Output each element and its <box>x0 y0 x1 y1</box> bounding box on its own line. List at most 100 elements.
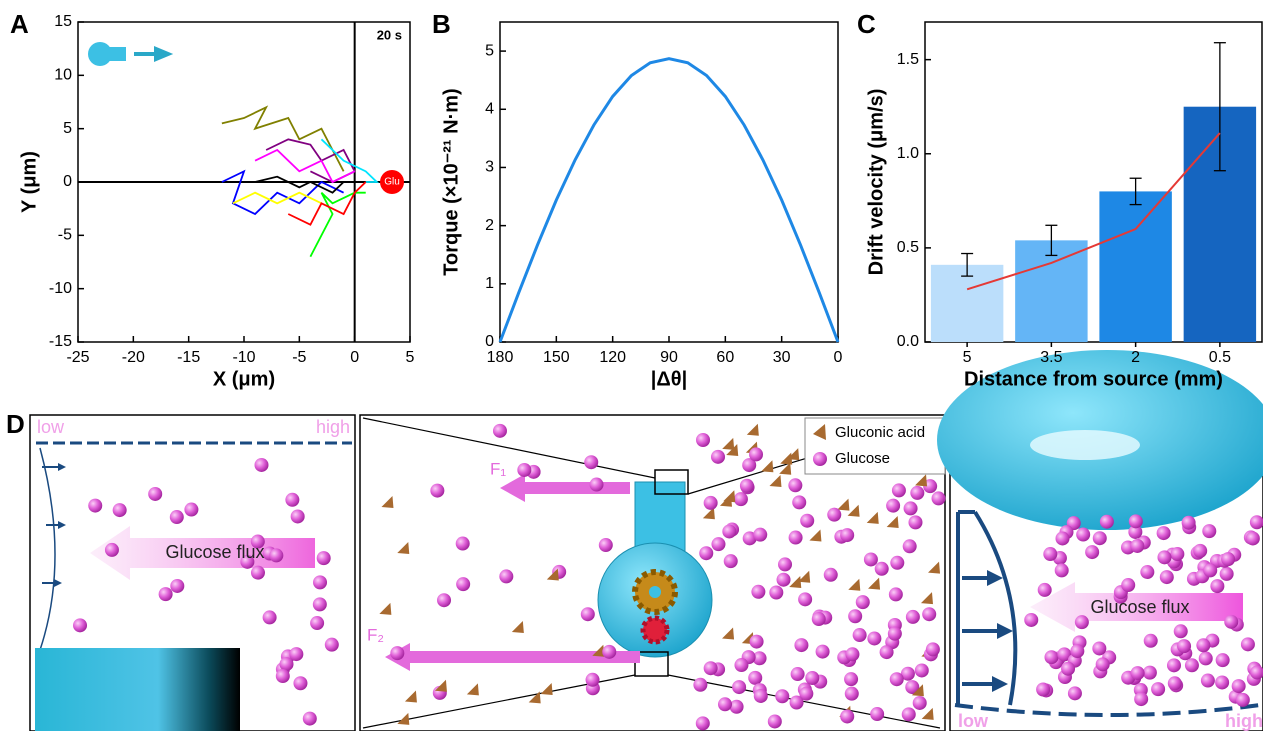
bar <box>1099 191 1171 342</box>
glucose <box>1170 547 1184 561</box>
glucose <box>1167 658 1181 672</box>
glucose <box>1096 657 1110 671</box>
glucose <box>1085 545 1099 559</box>
glucose <box>775 689 789 703</box>
gluconic-acid <box>379 603 391 615</box>
gluconic-acid <box>397 713 409 725</box>
x-tick-label: 30 <box>773 349 791 366</box>
force-label: F₂ <box>367 625 384 644</box>
y-tick-label: 3 <box>485 159 494 176</box>
glucose <box>1250 515 1263 529</box>
glucose <box>1203 563 1217 577</box>
glucose <box>754 689 768 703</box>
glucose <box>845 647 859 661</box>
gluconic-acid <box>837 499 849 511</box>
glucose <box>751 585 765 599</box>
y-tick-label: 5 <box>485 42 494 59</box>
glucose <box>1093 531 1107 545</box>
glucose <box>1024 613 1038 627</box>
y-tick-label: 15 <box>54 13 72 30</box>
gluconic-acid <box>761 460 773 472</box>
glucose <box>1143 666 1157 680</box>
glucose <box>904 501 918 515</box>
x-tick-label: 0 <box>834 349 843 366</box>
legend-swatch <box>813 452 827 466</box>
glucose <box>1210 579 1224 593</box>
glucose <box>1174 624 1188 638</box>
glucose <box>704 661 718 675</box>
glucose <box>1043 547 1057 561</box>
low-label: low <box>37 417 65 437</box>
panel-label: A <box>10 9 29 39</box>
x-tick-label: 0 <box>350 349 359 366</box>
data-line <box>500 59 838 342</box>
y-tick-label: 2 <box>485 217 494 234</box>
glucose <box>1157 550 1171 564</box>
high-label: high <box>316 417 350 437</box>
y-tick-label: 5 <box>63 120 72 137</box>
glucose <box>794 638 808 652</box>
glucose <box>581 607 595 621</box>
gluconic-acid <box>780 453 792 465</box>
glucose <box>824 568 838 582</box>
gluconic-acid <box>529 691 541 703</box>
glucose <box>867 631 881 645</box>
glucose <box>1100 515 1114 529</box>
motor-body <box>35 648 240 731</box>
gluconic-acid <box>722 628 734 640</box>
y-tick-label: -10 <box>49 280 72 297</box>
gear <box>643 618 667 642</box>
glucose <box>875 562 889 576</box>
glucose <box>499 569 513 583</box>
glucose <box>430 484 444 498</box>
y-axis-label: Y (μm) <box>18 151 40 213</box>
x-tick-label: 120 <box>599 349 626 366</box>
glucose <box>1202 524 1216 538</box>
glucose <box>313 597 327 611</box>
panel-label: C <box>857 9 876 39</box>
x-tick-label: 3.5 <box>1040 349 1062 366</box>
glucose <box>906 610 920 624</box>
x-tick-label: 2 <box>1131 349 1140 366</box>
gluconic-acid <box>747 424 759 436</box>
glucose <box>1070 644 1084 658</box>
glucose <box>1130 539 1144 553</box>
glucose <box>148 487 162 501</box>
glucose <box>870 707 884 721</box>
glucose <box>586 673 600 687</box>
gluconic-acid <box>789 576 801 588</box>
x-tick-label: -25 <box>66 349 89 366</box>
glucose <box>932 491 946 505</box>
glucose <box>845 687 859 701</box>
glucose <box>310 616 324 630</box>
y-tick-label: 0.5 <box>897 239 919 256</box>
glucose <box>805 671 819 685</box>
glucose <box>1185 658 1199 672</box>
y-axis-label: Torque (×10⁻²¹ N·m) <box>440 88 462 275</box>
figure: Glucose flux low high F₁ F₂ Gluconic aci… <box>0 0 1263 731</box>
data-line <box>222 107 344 171</box>
glucose <box>184 503 198 517</box>
glucose <box>1134 692 1148 706</box>
x-tick-label: 60 <box>716 349 734 366</box>
glucose <box>888 627 902 641</box>
data-line <box>266 139 355 182</box>
flow-profile <box>975 512 1015 705</box>
glucose <box>1068 686 1082 700</box>
glucose <box>1196 638 1210 652</box>
highlight <box>1030 430 1140 460</box>
glucose <box>590 478 604 492</box>
glucose <box>254 458 268 472</box>
glucose <box>892 483 906 497</box>
glucose <box>1055 531 1069 545</box>
glucose <box>749 447 763 461</box>
flow-arrows <box>962 578 1005 684</box>
gluconic-acid <box>921 592 933 604</box>
glucose <box>800 514 814 528</box>
glucose <box>291 509 305 523</box>
glucose <box>263 610 277 624</box>
glucose <box>1199 651 1213 665</box>
glucose <box>1232 679 1246 693</box>
glucose <box>827 508 841 522</box>
glucose <box>792 495 806 509</box>
